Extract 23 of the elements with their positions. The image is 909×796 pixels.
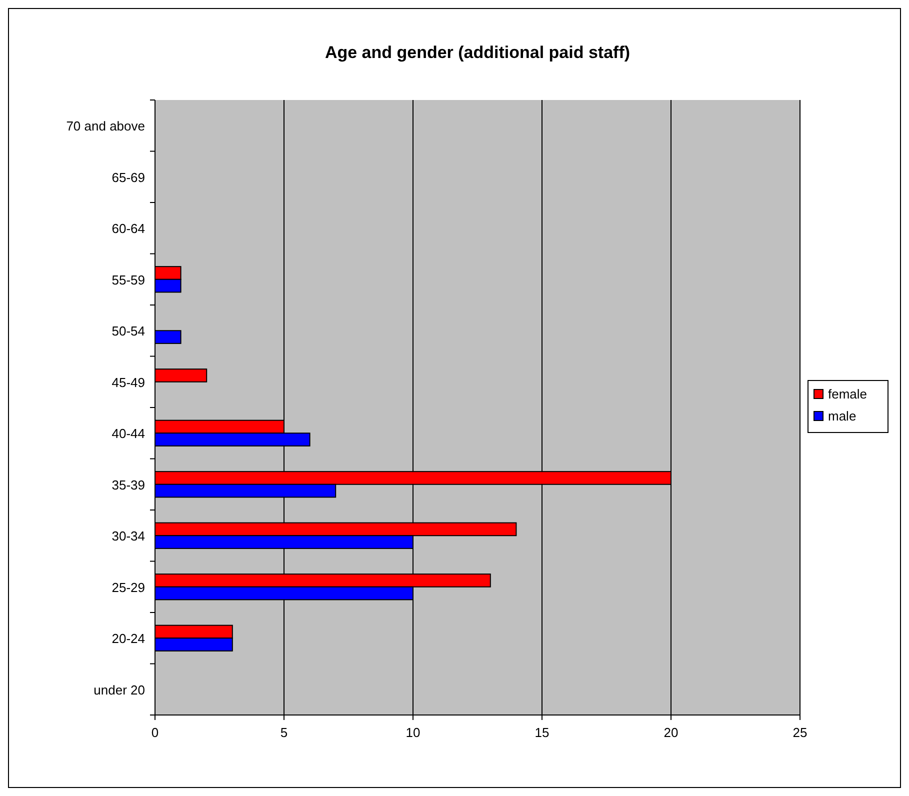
- chart-title: Age and gender (additional paid staff): [324, 43, 630, 62]
- y-tick-label: 45-49: [112, 374, 145, 390]
- y-tick-label: 50-54: [112, 324, 145, 339]
- x-tick-label: 5: [280, 725, 288, 740]
- y-tick-label: 65-69: [112, 170, 145, 185]
- y-tick-label: 20-24: [112, 631, 145, 646]
- x-tick-label: 10: [406, 725, 420, 740]
- bar: [154, 330, 182, 344]
- x-tick-label: 15: [534, 725, 550, 740]
- bar: [154, 368, 208, 382]
- y-tick-label: 60-64: [112, 221, 145, 236]
- x-tick-label: 0: [151, 725, 159, 740]
- legend-label: male: [828, 408, 856, 424]
- y-tick-label: 25-29: [112, 580, 145, 595]
- y-tick-label: under 20: [94, 682, 145, 698]
- y-tick-label: 40-44: [112, 426, 145, 442]
- y-tick-label: 30-34: [112, 528, 145, 544]
- x-tick-label: 25: [792, 725, 808, 740]
- y-tick-label: 55-59: [112, 272, 145, 288]
- legend-label: female: [828, 386, 868, 402]
- x-tick-label: 20: [664, 725, 678, 740]
- y-tick-label: 70 and above: [66, 118, 145, 134]
- y-tick-label: 35-39: [112, 477, 145, 492]
